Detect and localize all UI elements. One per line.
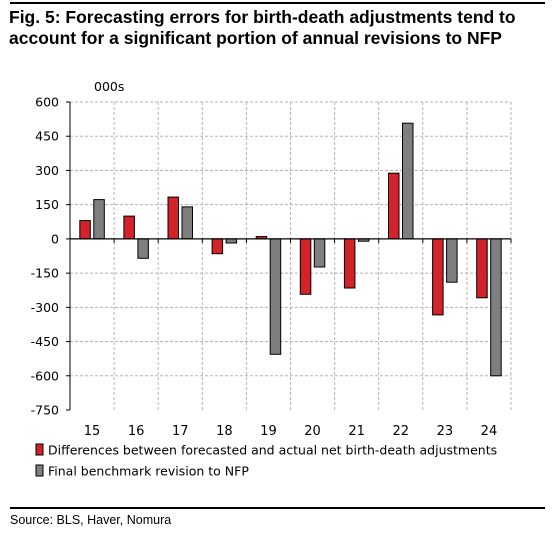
- gridlines: [70, 101, 512, 410]
- bar-series-2-22: [402, 122, 414, 240]
- bar-series-1-16: [123, 215, 135, 240]
- bar-series-2-17: [181, 206, 193, 240]
- y-tick-label: -600: [31, 368, 59, 383]
- y-tick-label: -450: [31, 334, 59, 349]
- legend: Differences between forecasted and actua…: [35, 443, 497, 479]
- bar-series-2-16: [137, 238, 149, 259]
- bar-series-2-23: [446, 238, 458, 283]
- legend-swatch-1: [35, 443, 44, 456]
- chart-title-line-2: account for a significant portion of ann…: [9, 28, 502, 48]
- bar-series-1-17: [167, 196, 179, 240]
- bar-series-2-15: [93, 199, 105, 240]
- y-axis-ticks: 600 450 300 150 0 -150 -300 -450 -600 -750: [31, 95, 70, 418]
- y-tick-label: 300: [35, 163, 59, 178]
- bar-series-1-18: [211, 238, 224, 255]
- x-tick-label: 22: [392, 424, 409, 439]
- x-tick-label: 24: [481, 424, 498, 439]
- bar-series-1-23: [432, 238, 444, 316]
- bar-series-1-15: [79, 220, 91, 240]
- bar-series-2-18: [225, 238, 238, 244]
- y-tick-label: 0: [51, 231, 59, 246]
- top-rule: [10, 2, 545, 4]
- y-tick-label: -750: [31, 403, 59, 418]
- bar-series-1-20: [299, 238, 312, 295]
- unit-label: 000s: [94, 79, 124, 94]
- x-tick-label: 20: [304, 424, 321, 439]
- bottom-rule: [10, 507, 545, 509]
- legend-label-1: Differences between forecasted and actua…: [48, 443, 497, 458]
- bar-series-1-24: [476, 238, 488, 299]
- x-axis-labels: 15 16 17 18 19 20 21 22 23 24: [84, 424, 497, 439]
- x-tick-label: 16: [128, 424, 145, 439]
- x-tick-label: 21: [348, 424, 365, 439]
- bars: [79, 122, 502, 377]
- chart-title-line-1: Fig. 5: Forecasting errors for birth-dea…: [9, 7, 516, 27]
- bar-series-2-20: [313, 238, 326, 268]
- legend-label-2: Final benchmark revision to NFP: [48, 464, 249, 479]
- source-note: Source: BLS, Haver, Nomura: [10, 513, 172, 527]
- x-tick-label: 17: [172, 424, 189, 439]
- x-tick-label: 18: [216, 424, 233, 439]
- y-tick-label: -300: [31, 300, 59, 315]
- bar-series-2-19: [269, 238, 282, 355]
- chart: 000s 600 450 300 150 0 -150 -300 -450 -600 -750 1…: [31, 79, 512, 479]
- y-tick-label: -150: [31, 266, 59, 281]
- y-tick-label: 150: [35, 197, 59, 212]
- legend-swatch-2: [35, 464, 44, 477]
- bar-series-1-21: [343, 238, 356, 289]
- axes: [69, 102, 512, 410]
- x-tick-label: 15: [84, 424, 101, 439]
- y-tick-label: 450: [35, 129, 59, 144]
- bar-series-2-24: [490, 238, 502, 377]
- y-tick-label: 600: [35, 95, 59, 110]
- x-tick-label: 19: [260, 424, 277, 439]
- bar-series-1-22: [388, 172, 400, 240]
- chart-title: Fig. 5: Forecasting errors for birth-dea…: [9, 7, 545, 49]
- x-tick-label: 23: [437, 424, 454, 439]
